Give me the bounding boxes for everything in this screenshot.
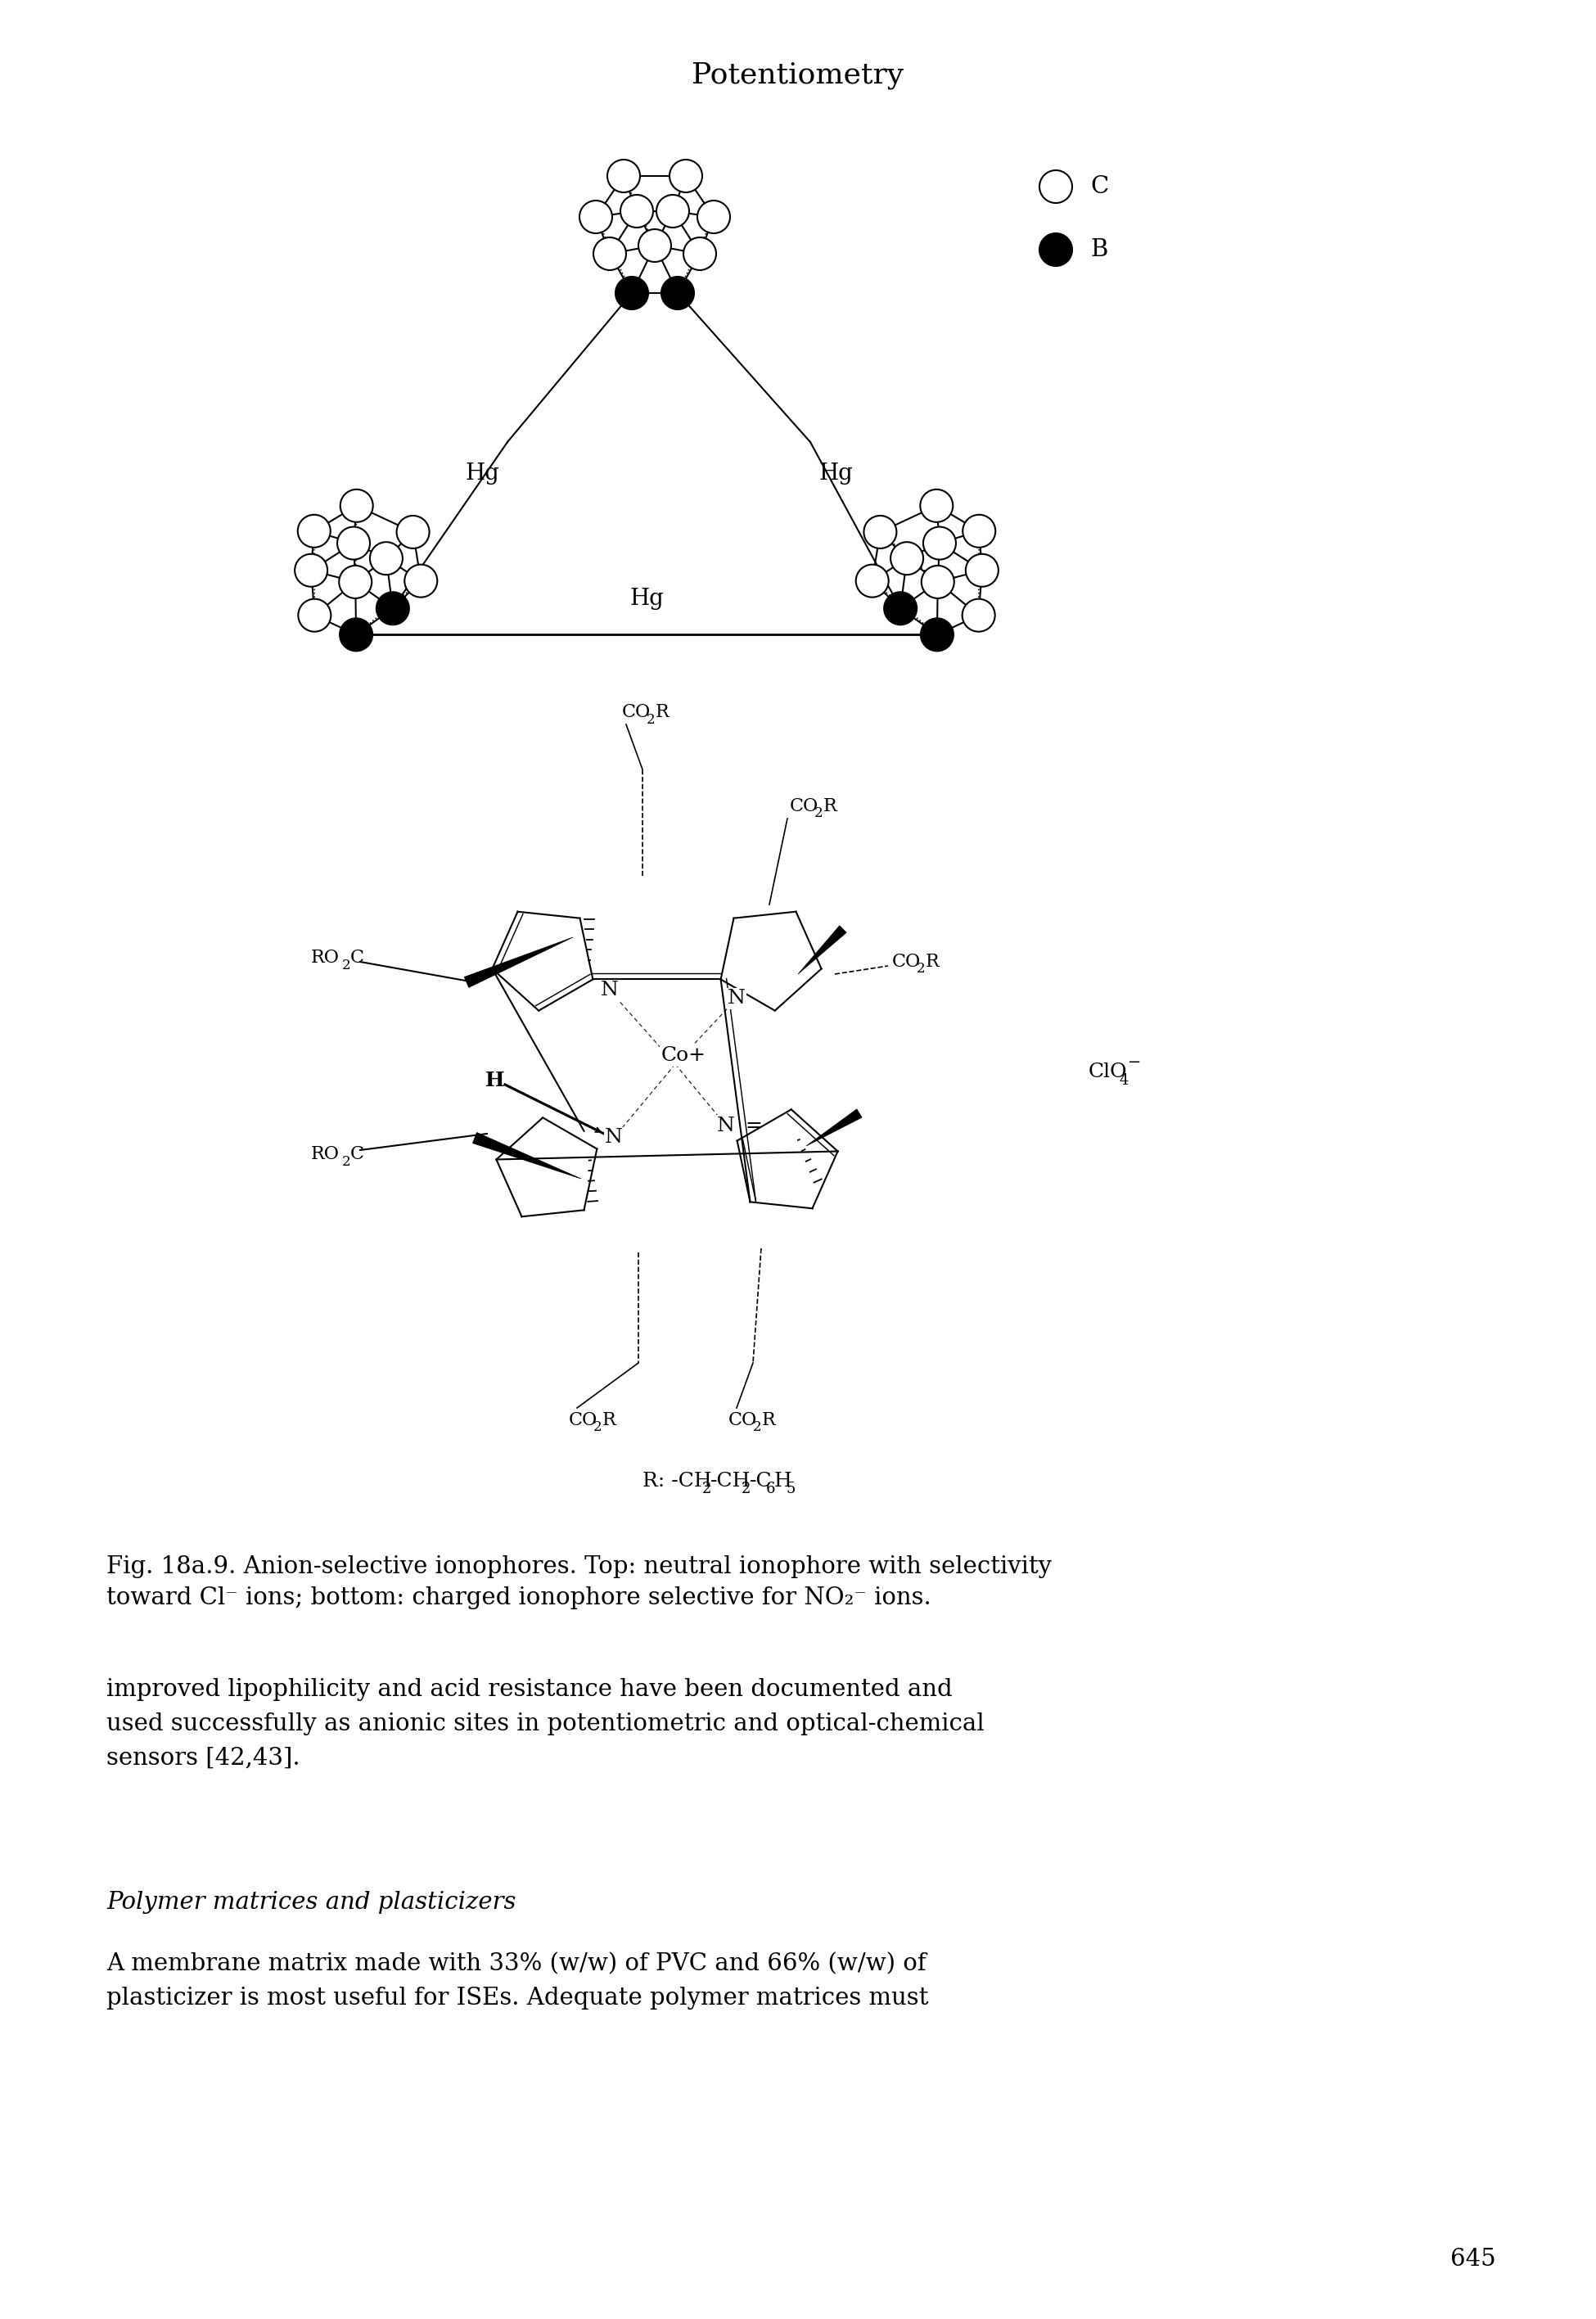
Text: 5: 5 [785,1482,795,1496]
Circle shape [656,195,689,227]
Circle shape [884,591,916,624]
Text: 2: 2 [594,1422,602,1435]
Text: Hg: Hg [819,461,852,485]
Text: Co+: Co+ [661,1046,705,1064]
Text: Polymer matrices and plasticizers: Polymer matrices and plasticizers [107,1890,516,1913]
Circle shape [295,554,327,587]
Text: R: R [656,703,669,721]
Circle shape [921,566,954,598]
Text: -CH: -CH [710,1473,750,1491]
Circle shape [340,619,372,652]
Text: Hg: Hg [629,589,664,610]
Polygon shape [472,1132,581,1178]
Circle shape [962,515,996,547]
Circle shape [638,230,672,262]
Circle shape [616,276,648,308]
Text: improved lipophilicity and acid resistance have been documented and: improved lipophilicity and acid resistan… [107,1679,953,1700]
Circle shape [340,489,373,522]
Circle shape [621,195,653,227]
Polygon shape [464,937,573,988]
Text: R: R [602,1412,616,1429]
Text: R: -CH: R: -CH [643,1473,712,1491]
Text: 645: 645 [1451,2247,1495,2270]
Text: =: = [745,1115,761,1134]
Text: A membrane matrix made with 33% (w/w) of PVC and 66% (w/w) of: A membrane matrix made with 33% (w/w) of… [107,1953,926,1976]
Polygon shape [798,925,846,974]
Text: −: − [1128,1055,1141,1069]
Text: RO: RO [311,948,340,967]
Circle shape [891,543,924,575]
Text: plasticizer is most useful for ISEs. Adequate polymer matrices must: plasticizer is most useful for ISEs. Ade… [107,1987,929,2011]
Circle shape [1039,234,1073,267]
Circle shape [397,515,429,547]
Text: Fig. 18a.9. Anion-selective ionophores. Top: neutral ionophore with selectivity: Fig. 18a.9. Anion-selective ionophores. … [107,1556,1052,1579]
Text: 4: 4 [1120,1074,1128,1088]
Circle shape [377,591,409,624]
Text: 2: 2 [646,712,656,726]
Circle shape [298,515,330,547]
Text: CO: CO [568,1412,597,1429]
Text: H: H [485,1071,504,1090]
Text: -C: -C [750,1473,772,1491]
Text: H: H [774,1473,792,1491]
Circle shape [608,160,640,192]
Text: used successfully as anionic sites in potentiometric and optical-chemical: used successfully as anionic sites in po… [107,1711,985,1735]
Text: 2: 2 [742,1482,750,1496]
Text: N: N [728,990,745,1009]
Text: 2: 2 [814,807,824,821]
Circle shape [966,554,999,587]
Text: 2: 2 [342,1155,351,1169]
Text: 6: 6 [766,1482,776,1496]
Text: N: N [600,981,619,999]
Circle shape [669,160,702,192]
Text: toward Cl⁻ ions; bottom: charged ionophore selective for NO₂⁻ ions.: toward Cl⁻ ions; bottom: charged ionopho… [107,1586,930,1609]
Text: C: C [1090,176,1108,197]
Text: R: R [761,1412,776,1429]
Text: 2: 2 [702,1482,712,1496]
Text: Hg: Hg [464,461,500,485]
Circle shape [661,276,694,308]
Text: C: C [350,1146,364,1164]
Circle shape [298,598,330,631]
Text: R: R [824,798,836,816]
Circle shape [594,237,626,269]
Circle shape [370,543,402,575]
Circle shape [863,515,897,547]
Circle shape [697,199,729,234]
Circle shape [1039,169,1073,204]
Text: R: R [926,953,940,972]
Text: 2: 2 [916,962,926,976]
Circle shape [579,199,613,234]
Text: ClO: ClO [1088,1062,1127,1081]
Text: CO: CO [728,1412,757,1429]
Text: 2: 2 [342,958,351,972]
Text: CO: CO [790,798,819,816]
Polygon shape [806,1108,862,1146]
Circle shape [962,598,994,631]
Text: sensors [42,43].: sensors [42,43]. [107,1746,300,1769]
Circle shape [337,526,370,559]
Circle shape [921,619,953,652]
Circle shape [855,564,889,598]
Text: N: N [605,1129,622,1148]
Circle shape [921,489,953,522]
Text: B: B [1090,239,1108,262]
Circle shape [922,526,956,559]
Text: CO: CO [892,953,921,972]
Circle shape [683,237,717,269]
Text: N: N [717,1115,734,1134]
Text: RO: RO [311,1146,340,1164]
Circle shape [338,566,372,598]
Text: Potentiometry: Potentiometry [693,60,903,88]
Text: CO: CO [622,703,651,721]
Text: 2: 2 [753,1422,761,1435]
Text: C: C [350,948,364,967]
Circle shape [404,564,437,598]
